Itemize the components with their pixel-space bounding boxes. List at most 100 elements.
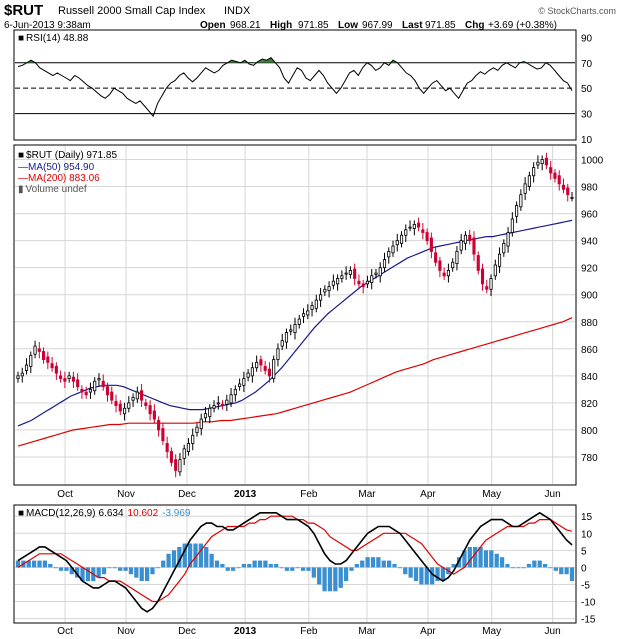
candle-body [148, 405, 152, 415]
candle-body [101, 380, 105, 388]
macd-histogram-bar [53, 567, 58, 569]
macd-histogram-bar [327, 567, 333, 592]
macd-histogram-bar [526, 564, 532, 568]
macd-histogram-bar [349, 567, 354, 571]
high-value: 971.85 [298, 20, 329, 31]
candle-body [118, 403, 122, 412]
macd-histogram-bar [139, 567, 144, 582]
candle-body [561, 184, 566, 190]
candle-body [33, 345, 37, 355]
macd-histogram-bar [263, 560, 268, 568]
candle-body [233, 388, 237, 396]
price-tick-label: 940 [581, 237, 598, 248]
candle-body [421, 229, 425, 233]
candle-body [76, 379, 80, 388]
rsi-tick-label: 30 [581, 110, 593, 121]
candle-body [182, 448, 186, 459]
candle-body [429, 237, 433, 252]
candle-body [468, 234, 472, 242]
macd-histogram-bar [473, 546, 478, 568]
candle-body [212, 405, 216, 409]
macd-histogram-bar [198, 543, 204, 568]
rsi-legend: ■ RSI(14) 48.88 [18, 33, 89, 44]
macd-histogram-bar [42, 560, 48, 568]
symbol: $RUT [4, 2, 43, 19]
candle-body [140, 390, 144, 401]
candle-body [489, 278, 493, 290]
candle-body [259, 359, 263, 366]
macd-histogram-bar [247, 564, 252, 568]
open-label: Open [200, 20, 226, 31]
candle-body [16, 375, 20, 379]
macd-histogram-bar [478, 546, 483, 568]
macd-histogram-bar [440, 567, 446, 582]
price-tick-label: 980 [581, 183, 598, 194]
ma50-legend-text: MA(50) 954.90 [28, 162, 95, 173]
macd-histogram-bar [32, 560, 37, 568]
candle-body [515, 205, 519, 217]
candle-body [225, 399, 229, 405]
ma200-legend-text: MA(200) 883.06 [28, 173, 100, 184]
macd-histogram-bar [370, 557, 376, 568]
volume-legend-text: Volume undef [26, 184, 87, 195]
macd-legend: ■ MACD(12,26,9) 6.634 10.602 -3.969 [18, 508, 191, 519]
macd-histogram-bar [360, 560, 365, 568]
candle-body [54, 365, 58, 374]
macd-histogram-bar [284, 567, 290, 571]
macd-histogram-bar [112, 567, 117, 569]
macd-histogram-bar [171, 550, 177, 568]
macd-histogram-bar [75, 567, 80, 578]
macd-histogram-bar [569, 567, 575, 582]
candle-body [42, 351, 46, 361]
candle-body [229, 394, 233, 404]
price-x-label: 2013 [234, 489, 257, 500]
candle-body [557, 175, 561, 185]
macd-histogram-bar [499, 557, 505, 568]
candle-body [532, 167, 536, 177]
candle-body [46, 356, 50, 363]
macd-histogram-bar [101, 567, 107, 575]
price-x-axis: Oct Nov Dec 2013 Feb Mar Apr May Jun [57, 489, 560, 500]
candle-body [191, 434, 195, 444]
last-label: Last [402, 20, 423, 31]
price-layer: 780 800 820 840 860 880 900 920 940 960 980 1000 [15, 146, 604, 484]
candle-body [29, 355, 33, 367]
candle-body [502, 242, 506, 254]
candle-body [135, 391, 139, 400]
macd-histogram-bar [241, 564, 247, 568]
price-panel [13, 144, 577, 486]
high-label: High [270, 20, 292, 31]
macd-histogram-bar [542, 564, 548, 568]
candle-body [169, 451, 173, 463]
macd-histogram-bar [279, 567, 284, 569]
macd-histogram-bar [193, 543, 198, 568]
svg-text:—MA(200) 883.06: —MA(200) 883.06 [18, 173, 100, 184]
candle-body [319, 294, 323, 301]
price-tick-label: 820 [581, 399, 598, 410]
macd-histogram-bar [15, 560, 21, 568]
price-legend: ■ $RUT (Daily) 971.85 —MA(50) 954.90 —MA(… [18, 150, 117, 195]
candle-body [216, 402, 220, 405]
candle-body [50, 363, 54, 369]
last-value: 971.85 [425, 20, 456, 31]
candle-body [506, 232, 510, 247]
rsi-legend-text: RSI(14) 48.88 [26, 33, 89, 44]
candle-body [267, 368, 271, 377]
candle-body [157, 420, 161, 431]
macd-tick-label: 5 [581, 546, 587, 557]
index-name: Russell 2000 Small Cap Index [58, 5, 206, 17]
macd-histogram-bar [26, 560, 31, 568]
candle-body [434, 252, 438, 263]
candle-body [336, 278, 340, 285]
candle-body [122, 407, 127, 415]
candle-body [455, 251, 459, 265]
price-tick-label: 920 [581, 264, 598, 275]
macd-histogram-bar [317, 567, 322, 585]
macd-histogram-bar [397, 567, 403, 569]
candle-body [378, 267, 382, 277]
rsi-tick-label: 90 [581, 33, 593, 44]
copyright: © StockCharts.com [538, 6, 616, 16]
rsi-tick-label: 70 [581, 59, 593, 70]
candle-body [523, 183, 527, 194]
macd-histogram-bar [182, 543, 187, 568]
